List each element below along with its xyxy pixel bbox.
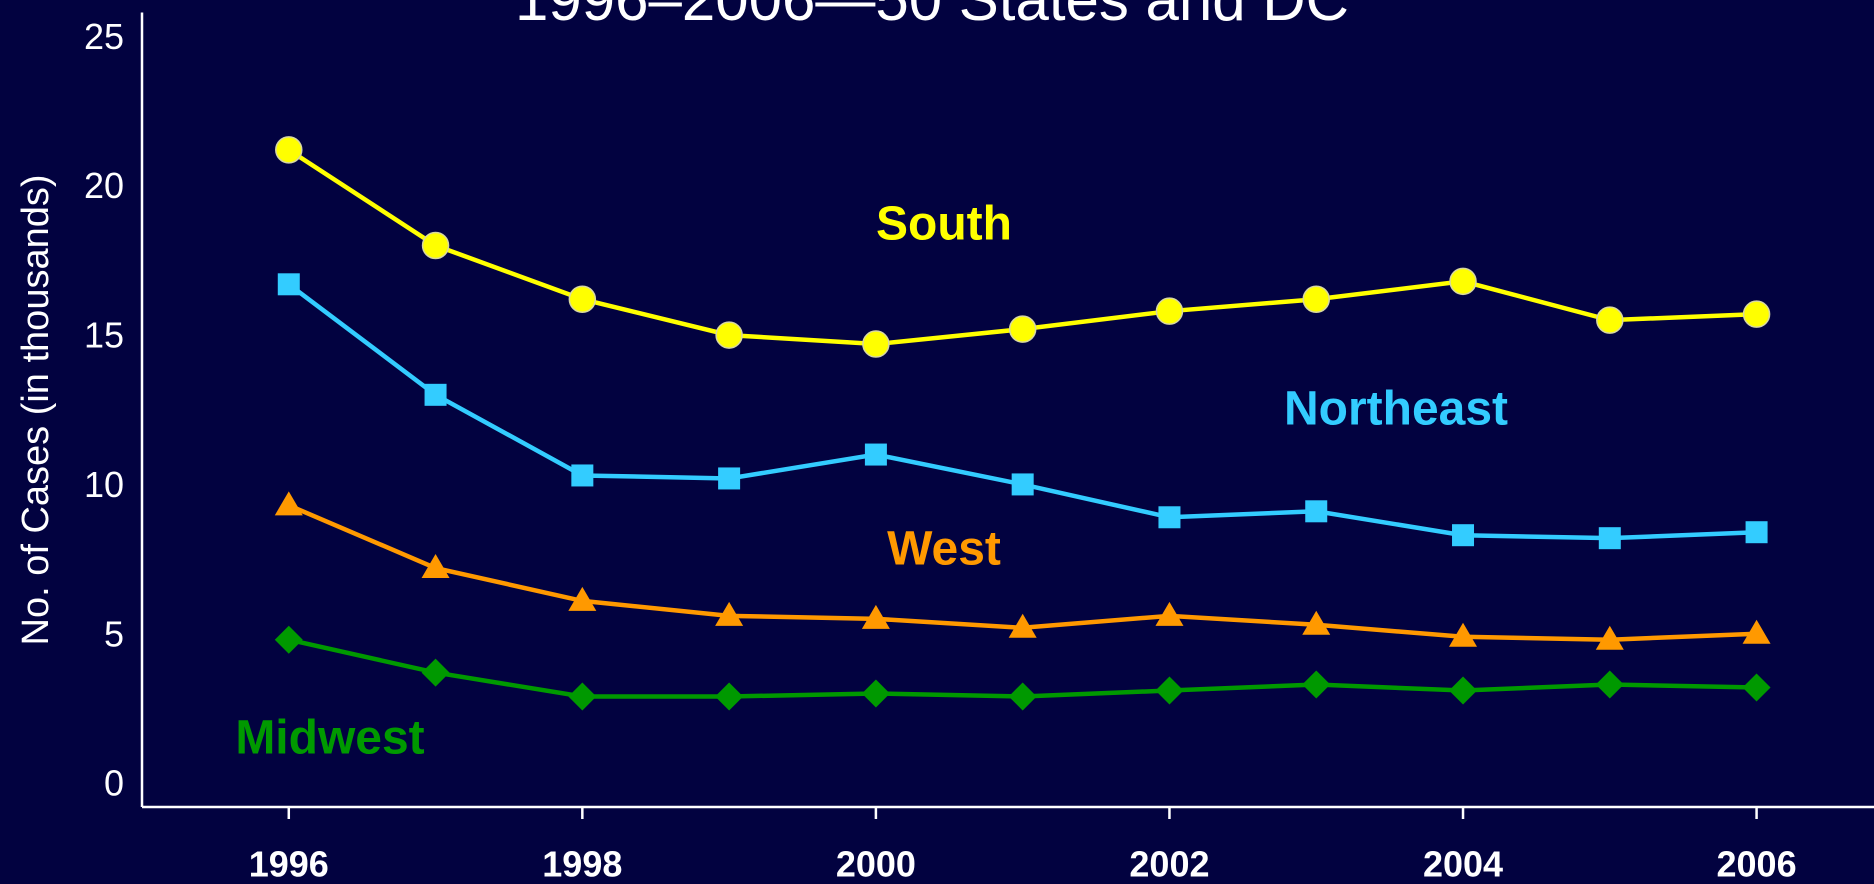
x-tick-label: 2006	[1717, 844, 1797, 884]
marker	[1008, 315, 1037, 343]
marker	[1305, 500, 1328, 523]
marker	[718, 467, 741, 490]
y-tick-label: 20	[84, 165, 124, 206]
series-label: West	[887, 523, 1001, 576]
marker	[421, 554, 450, 579]
marker	[861, 604, 890, 629]
marker	[1008, 682, 1037, 711]
marker	[421, 658, 450, 687]
marker	[275, 136, 303, 164]
marker	[571, 464, 594, 487]
marker	[1155, 601, 1184, 626]
marker	[715, 321, 743, 349]
x-tick-label: 1998	[542, 844, 622, 884]
x-tick-label: 2004	[1423, 844, 1503, 884]
marker	[1745, 521, 1768, 544]
marker	[1302, 610, 1331, 635]
x-tick-label: 2000	[836, 844, 916, 884]
marker	[1742, 300, 1771, 328]
y-tick-label: 0	[104, 763, 124, 804]
chart-title: 1996–2006—50 States and DC	[515, 0, 1349, 33]
marker	[1302, 285, 1330, 313]
series-label: Northeast	[1284, 383, 1508, 436]
marker	[1742, 673, 1771, 702]
series-label: Midwest	[235, 712, 424, 765]
marker	[1011, 473, 1034, 496]
y-tick-label: 15	[84, 315, 124, 356]
marker	[274, 491, 303, 516]
y-tick-label: 25	[84, 16, 124, 57]
y-tick-label: 10	[84, 464, 124, 505]
marker	[1595, 670, 1624, 699]
marker	[277, 273, 300, 296]
marker	[274, 625, 303, 654]
marker	[1449, 676, 1478, 705]
marker	[715, 682, 744, 711]
marker	[421, 231, 450, 260]
marker	[424, 383, 447, 406]
marker	[1008, 613, 1037, 638]
marker	[568, 285, 597, 313]
marker	[715, 601, 744, 626]
marker	[1158, 506, 1181, 529]
marker	[862, 330, 890, 358]
series-label: South	[876, 198, 1012, 251]
y-axis-label: No. of Cases (in thousands)	[15, 174, 57, 645]
marker	[864, 443, 887, 466]
y-tick-label: 5	[104, 613, 124, 654]
x-tick-label: 2002	[1129, 844, 1209, 884]
marker	[1155, 676, 1184, 705]
x-tick-label: 1996	[249, 844, 329, 884]
marker	[1742, 619, 1771, 644]
marker	[1302, 670, 1331, 699]
marker	[568, 586, 597, 611]
marker	[861, 679, 890, 708]
marker	[1155, 297, 1184, 325]
marker	[1596, 306, 1624, 334]
marker	[1449, 267, 1477, 296]
marker	[1595, 625, 1624, 650]
marker	[568, 682, 597, 711]
marker	[1449, 622, 1478, 647]
marker	[1598, 527, 1621, 550]
marker	[1452, 524, 1475, 547]
